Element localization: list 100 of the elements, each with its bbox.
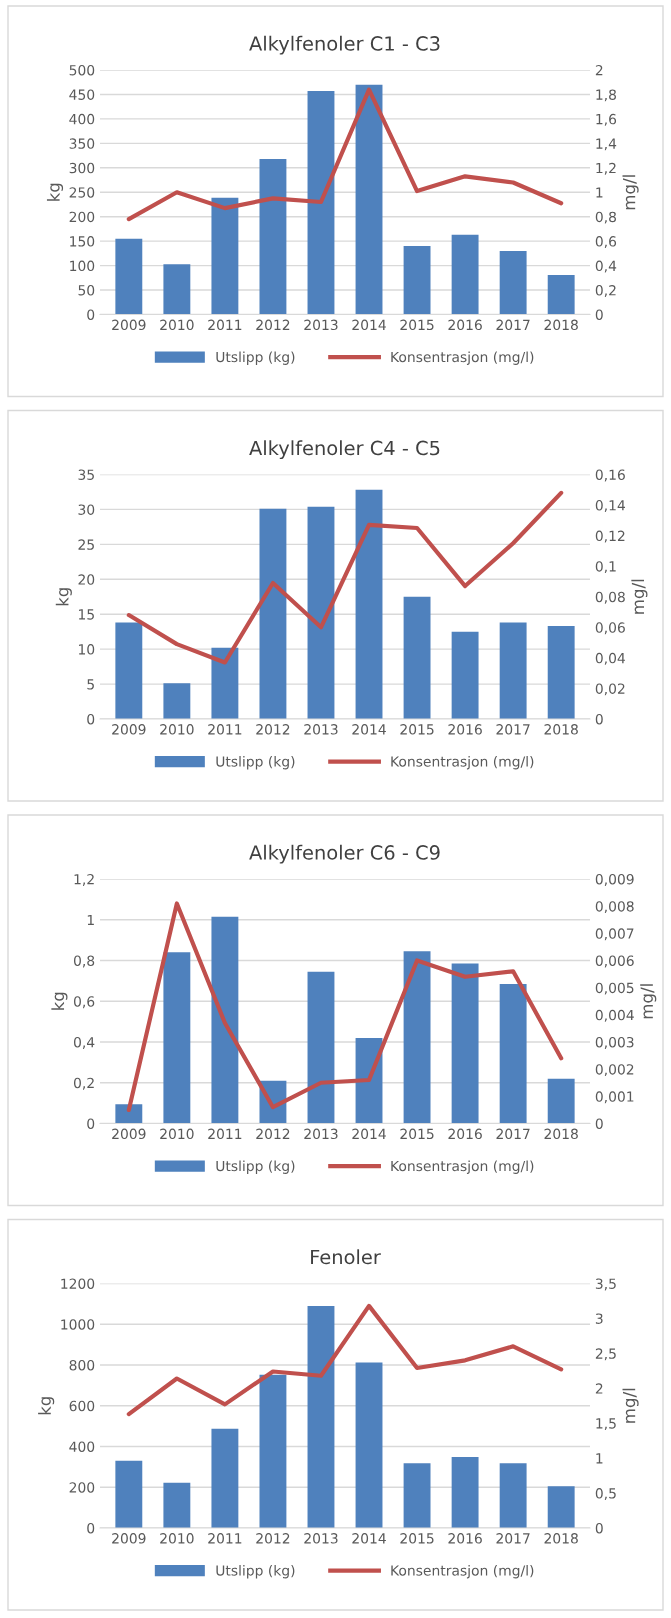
y2-tick-label: 0,009	[595, 873, 634, 886]
y-tick-label: 200	[69, 1482, 95, 1493]
x-tick-label: 2009	[112, 1128, 146, 1140]
y-tick-label: 5	[87, 679, 94, 690]
y2-tick-label: 0	[595, 1522, 603, 1534]
y2-tick-label: 0,02	[595, 683, 625, 696]
x-tick-label: 2018	[544, 319, 578, 331]
bar	[403, 596, 431, 719]
y-tick-label: 0,8	[73, 955, 95, 968]
y-tick-label: 350	[69, 138, 95, 149]
bar	[355, 489, 383, 719]
y2-tick-label: 1	[596, 187, 603, 198]
bar	[115, 1460, 143, 1528]
x-tick-label: 2010	[160, 319, 194, 331]
y2-tick-label: 0,007	[595, 928, 634, 941]
y2-tick-label: 1,8	[596, 89, 616, 102]
y2-tick-label: 0,14	[595, 500, 626, 512]
y2-tick-label: 0,004	[595, 1009, 634, 1022]
y-axis-title: kg	[46, 183, 64, 201]
legend-label: Utslipp (kg)	[216, 755, 295, 770]
y2-tick-label: 1,6	[596, 113, 617, 126]
x-tick-label: 2016	[448, 724, 482, 735]
x-tick-label: 2016	[448, 1128, 482, 1140]
y2-tick-label: 3	[595, 1313, 603, 1324]
y2-tick-label: 2	[595, 1383, 603, 1394]
x-tick-label: 2018	[544, 1128, 578, 1140]
bar	[307, 91, 335, 315]
line-series	[126, 87, 564, 222]
bar	[451, 1457, 479, 1528]
x-tick-label: 2011	[208, 319, 242, 331]
bar	[547, 626, 575, 719]
y-tick-label: 0,6	[73, 996, 95, 1009]
y2-tick-label: 1,5	[596, 1418, 616, 1431]
bar	[547, 1078, 575, 1124]
bar	[163, 683, 191, 719]
y-tick-label: 15	[78, 609, 94, 620]
y-tick-label: 25	[78, 539, 94, 550]
y-tick-label: 400	[69, 1441, 95, 1452]
y-tick-label: 500	[69, 64, 95, 76]
y2-tick-label: 0,001	[595, 1091, 634, 1104]
y-tick-label: 0	[87, 713, 95, 725]
line-series	[126, 901, 564, 1113]
bar	[355, 84, 383, 315]
y2-tick-label: 2,5	[595, 1348, 616, 1361]
x-tick-label: 2013	[304, 319, 338, 331]
x-tick-label: 2013	[304, 724, 338, 735]
bar	[115, 1104, 143, 1124]
bar	[355, 1362, 383, 1528]
y2-tick-label: 0,8	[595, 211, 616, 224]
y2-tick-label: 0,005	[595, 982, 634, 995]
y2-axis-title: mg/l	[622, 1388, 639, 1423]
bar	[163, 952, 191, 1124]
bar	[403, 1463, 431, 1528]
x-tick-label: 2011	[208, 724, 242, 735]
y2-tick-label: 0,12	[595, 530, 625, 543]
bar	[451, 963, 479, 1124]
bar	[499, 622, 527, 719]
y-tick-label: 0	[87, 1118, 95, 1129]
y2-tick-label: 0,6	[595, 236, 617, 249]
bar	[211, 197, 239, 315]
bar	[211, 647, 239, 719]
x-tick-label: 2009	[112, 319, 146, 331]
y-tick-label: 1000	[61, 1319, 95, 1330]
y2-tick-label: 0	[595, 1118, 603, 1129]
chart-title: Alkylfenoler C1 - C3	[249, 35, 440, 55]
x-tick-label: 2016	[448, 319, 482, 331]
x-tick-label: 2012	[256, 1533, 290, 1544]
y-tick-label: 300	[69, 162, 95, 174]
y-tick-label: 1	[87, 914, 94, 926]
x-tick-label: 2017	[496, 1533, 530, 1544]
y2-tick-label: 1,2	[596, 162, 616, 175]
x-tick-label: 2009	[112, 1533, 146, 1544]
y2-tick-label: 0,06	[595, 622, 625, 635]
y2-axis-title: mg/l	[622, 175, 639, 210]
y2-tick-label: 3,5	[595, 1278, 616, 1291]
chart-title: Alkylfenoler C6 - C9	[249, 844, 440, 864]
y-axis-title: kg	[51, 992, 68, 1010]
x-tick-label: 2012	[256, 724, 290, 735]
y-tick-label: 35	[78, 469, 94, 480]
chart-title: Alkylfenoler C4 - C5	[249, 440, 440, 460]
y-tick-label: 0,4	[73, 1036, 95, 1049]
x-tick-label: 2017	[496, 319, 530, 331]
y2-tick-label: 0,006	[595, 955, 634, 968]
legend-label: Konsentrasjon (mg/l)	[391, 1160, 534, 1174]
y-tick-label: 200	[69, 211, 95, 223]
x-tick-label: 2014	[352, 1128, 386, 1140]
y-tick-label: 600	[69, 1400, 95, 1412]
chart-title: Fenoler	[311, 1249, 381, 1265]
y-tick-label: 1,2	[74, 873, 94, 886]
y2-tick-label: 2	[595, 64, 603, 76]
y2-axis-title: mg/l	[640, 984, 657, 1019]
bar	[211, 1428, 239, 1528]
bar	[499, 1463, 527, 1528]
bar	[115, 238, 143, 315]
bar	[547, 1486, 575, 1528]
x-tick-label: 2010	[160, 1128, 194, 1140]
legend-label: Konsentrasjon (mg/l)	[391, 351, 534, 365]
bar	[451, 234, 479, 315]
x-tick-label: 2013	[304, 1128, 338, 1140]
bar	[499, 250, 527, 315]
